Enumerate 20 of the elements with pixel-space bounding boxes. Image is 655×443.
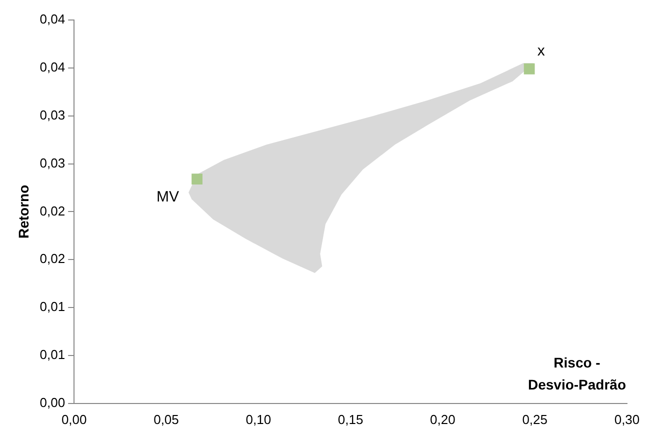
x-tick-label: 0,20 — [430, 412, 456, 427]
y-tick-label: 0,03 — [40, 107, 66, 122]
x-tick-label: 0,25 — [522, 412, 548, 427]
x-tick-label: 0,30 — [614, 412, 640, 427]
x-tick-label: 0,00 — [61, 412, 87, 427]
y-tick-label: 0,04 — [40, 12, 66, 27]
y-tick-label: 0,03 — [40, 155, 66, 170]
y-tick-label: 0,02 — [40, 203, 66, 218]
x-tick-label: 0,15 — [338, 412, 364, 427]
y-tick-label: 0,01 — [40, 299, 66, 314]
y-tick-label: 0,01 — [40, 347, 66, 362]
y-tick-label: 0,02 — [40, 251, 66, 266]
annotation: x — [537, 42, 546, 60]
annotation: MV — [156, 188, 180, 206]
y-axis-title: Retorno — [15, 184, 32, 239]
x-axis-title: Risco - Desvio-Padrão — [528, 354, 626, 392]
y-tick-label: 0,00 — [40, 394, 66, 410]
x-tick-label: 0,10 — [246, 412, 272, 427]
x-tick-label: 0,05 — [154, 412, 179, 427]
y-tick-label: 0,04 — [40, 60, 66, 75]
